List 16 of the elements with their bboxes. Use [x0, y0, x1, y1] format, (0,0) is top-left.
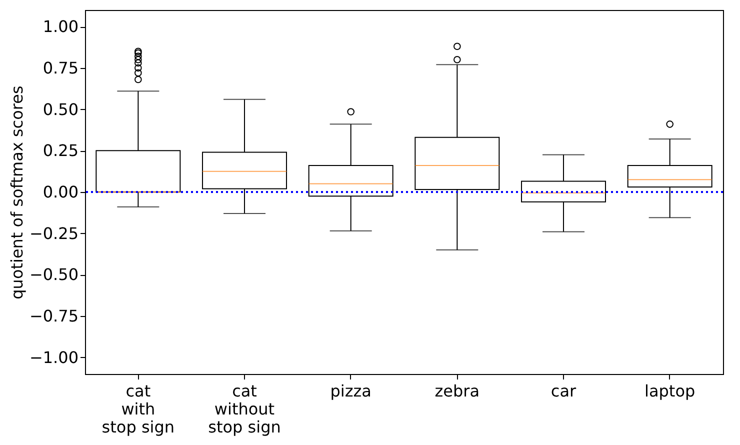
y-tick-label: −0.50 [29, 265, 78, 284]
y-tick-label: 1.00 [42, 17, 78, 36]
x-tick-label: car [550, 382, 577, 400]
y-tick-label: 0.75 [42, 58, 78, 78]
x-tick-label: laptop [644, 382, 696, 400]
x-tick-label: cat with stop sign [102, 382, 175, 436]
y-tick-label: −0.75 [29, 306, 78, 326]
x-tick-label: zebra [434, 382, 480, 400]
y-tick-label: 0.00 [42, 182, 78, 202]
x-tick-label: cat without stop sign [208, 382, 281, 436]
x-tick-label: pizza [330, 382, 372, 400]
y-tick-label: 0.25 [42, 141, 78, 160]
y-axis-title: quotient of softmax scores [7, 86, 26, 300]
y-tick-label: 0.50 [42, 100, 78, 119]
y-tick-label: −1.00 [29, 348, 78, 367]
y-tick-label: −0.25 [29, 224, 78, 243]
